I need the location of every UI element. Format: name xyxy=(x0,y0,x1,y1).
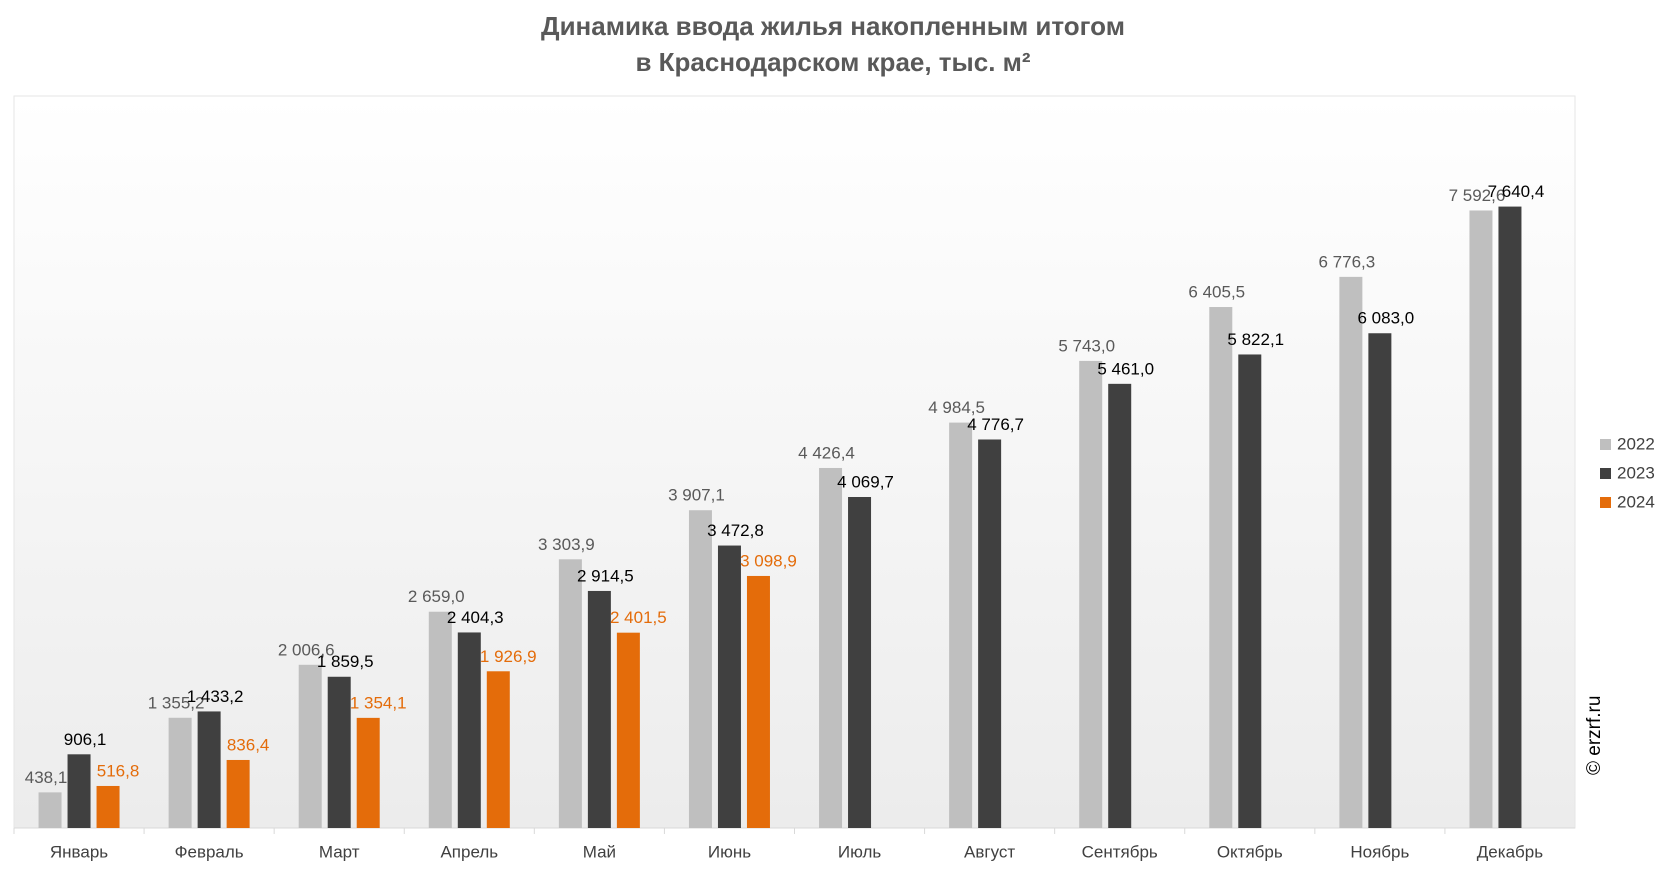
legend-swatch xyxy=(1600,497,1611,508)
x-tick-label: Апрель xyxy=(440,842,498,861)
value-label: 7 640,4 xyxy=(1488,182,1545,201)
bar xyxy=(457,632,481,828)
legend-label: 2024 xyxy=(1617,492,1655,511)
x-tick-label: Сентябрь xyxy=(1082,842,1158,861)
x-tick-label: Февраль xyxy=(175,842,244,861)
bar xyxy=(96,785,120,828)
bar xyxy=(1209,307,1233,828)
plot-area xyxy=(13,95,1576,829)
bar xyxy=(1368,333,1392,828)
value-label: 6 776,3 xyxy=(1319,252,1376,271)
x-tick-label: Июнь xyxy=(708,842,751,861)
legend-swatch xyxy=(1600,468,1611,479)
x-tick-label: Март xyxy=(319,842,360,861)
value-label: 7 592,6 xyxy=(1449,186,1506,205)
bar xyxy=(1339,276,1363,828)
watermark: © erzrf.ru xyxy=(1584,696,1605,775)
bar xyxy=(1469,210,1493,829)
value-label: 836,4 xyxy=(227,735,270,754)
bar xyxy=(558,559,582,828)
value-label: 3 907,1 xyxy=(668,486,725,505)
chart-title: Динамика ввода жилья накопленным итогом xyxy=(541,11,1125,41)
value-label: 6 405,5 xyxy=(1188,283,1245,302)
value-label: 2 659,0 xyxy=(408,587,465,606)
x-tick-label: Декабрь xyxy=(1477,842,1543,861)
x-tick-label: Январь xyxy=(50,842,108,861)
value-label: 2 914,5 xyxy=(577,566,634,585)
value-label: 1 926,9 xyxy=(480,647,537,666)
bar xyxy=(616,632,640,828)
value-label: 6 083,0 xyxy=(1358,309,1415,328)
bar xyxy=(298,664,322,828)
x-tick-label: Август xyxy=(964,842,1015,861)
chart-subtitle: в Краснодарском крае, тыс. м² xyxy=(635,47,1030,77)
bar xyxy=(486,671,510,828)
x-tick-label: Октябрь xyxy=(1217,842,1283,861)
bar xyxy=(1238,354,1262,828)
bar xyxy=(1498,206,1522,828)
x-tick-label: Июль xyxy=(838,842,882,861)
value-label: 5 822,1 xyxy=(1227,330,1284,349)
x-tick-label: Ноябрь xyxy=(1350,842,1409,861)
bar xyxy=(38,792,62,828)
bar xyxy=(1108,383,1132,828)
legend-label: 2023 xyxy=(1617,463,1655,482)
value-label: 5 743,0 xyxy=(1058,336,1115,355)
bar xyxy=(1079,360,1103,828)
value-label: 1 433,2 xyxy=(187,687,244,706)
bar xyxy=(67,754,91,828)
bar xyxy=(978,439,1002,828)
value-label: 2 404,3 xyxy=(447,608,504,627)
value-label: 438,1 xyxy=(25,768,68,787)
value-label: 4 069,7 xyxy=(837,472,894,491)
bar xyxy=(746,575,770,828)
bar xyxy=(819,467,843,828)
value-label: 1 355,2 xyxy=(148,693,205,712)
x-tick-label: Май xyxy=(583,842,616,861)
bar xyxy=(356,717,380,828)
value-label: 4 426,4 xyxy=(798,443,855,462)
value-label: 516,8 xyxy=(97,761,140,780)
bar xyxy=(197,711,221,828)
legend-label: 2022 xyxy=(1617,434,1655,453)
value-label: 3 303,9 xyxy=(538,535,595,554)
bar xyxy=(688,510,712,828)
value-label: 1 354,1 xyxy=(350,693,407,712)
value-label: 4 776,7 xyxy=(967,415,1024,434)
value-label: 4 984,5 xyxy=(928,398,985,417)
value-label: 906,1 xyxy=(64,730,107,749)
bar xyxy=(949,422,973,828)
bar xyxy=(327,676,351,828)
bar xyxy=(848,496,872,828)
value-label: 3 472,8 xyxy=(707,521,764,540)
value-label: 2 006,6 xyxy=(278,640,335,659)
legend-swatch xyxy=(1600,439,1611,450)
bar xyxy=(226,759,250,828)
bar xyxy=(168,717,192,828)
bar xyxy=(717,545,741,828)
bar xyxy=(587,590,611,828)
value-label: 3 098,9 xyxy=(740,551,797,570)
value-label: 5 461,0 xyxy=(1097,359,1154,378)
value-label: 1 859,5 xyxy=(317,652,374,671)
value-label: 2 401,5 xyxy=(610,608,667,627)
bar xyxy=(428,611,452,828)
